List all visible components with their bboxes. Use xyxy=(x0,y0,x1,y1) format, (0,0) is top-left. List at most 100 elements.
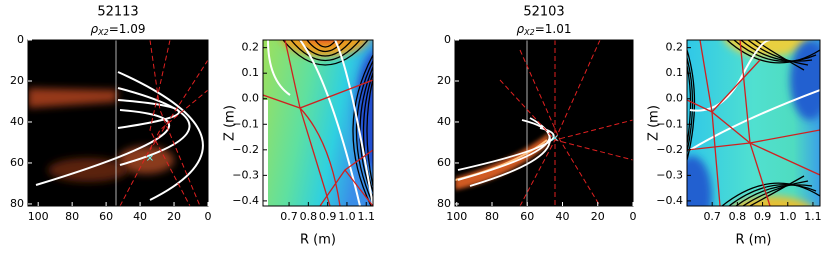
field-line xyxy=(117,99,180,129)
x-tick-label: 80 xyxy=(485,210,499,223)
value: =1.09 xyxy=(109,22,146,36)
plot-area: × xyxy=(28,40,208,206)
separatrix xyxy=(149,40,201,206)
separatrix xyxy=(334,40,373,206)
contour-line xyxy=(314,40,337,48)
y-tick-label: 0.0 xyxy=(242,92,260,105)
y-tick-label: 0.1 xyxy=(666,66,684,79)
x-tick-label: 0.9 xyxy=(754,210,772,223)
x-tick-label: 0.8 xyxy=(300,210,318,223)
field-line xyxy=(469,117,551,187)
flux-line xyxy=(749,142,820,176)
y-tick-label: −0.3 xyxy=(656,168,683,181)
x-tick-label: 1.0 xyxy=(338,210,356,223)
wall xyxy=(263,100,268,206)
separatrix xyxy=(519,119,633,206)
x-tick-label: 0.9 xyxy=(319,210,337,223)
contour-line xyxy=(754,40,805,71)
contour-line xyxy=(687,65,692,145)
x-axis-label: R (m) xyxy=(300,233,336,248)
panel-subtitle: ρX2=1.01 xyxy=(517,22,572,37)
symbol: ρ xyxy=(517,22,525,36)
contour-line xyxy=(290,40,361,62)
x-tick-label: 20 xyxy=(167,210,181,223)
contour-line xyxy=(735,184,813,206)
contour-background xyxy=(263,40,373,206)
x-tick-label: 0.8 xyxy=(729,210,747,223)
contour-line xyxy=(306,40,345,53)
y-axis-label: Z (m) xyxy=(647,105,662,141)
y-tick-label: 80 xyxy=(10,197,24,210)
contour-line xyxy=(740,40,813,62)
contour-line xyxy=(749,175,805,206)
x-tick-label: 0 xyxy=(630,210,637,223)
separatrix xyxy=(554,40,601,141)
panel: 0.7 0.8 0.9 1.0 1.10.20.10.0−0.1−0.2−0.3−0.4… xyxy=(647,39,822,248)
x-tick-label: 1.1 xyxy=(804,210,822,223)
y-tick-label: 40 xyxy=(437,115,451,128)
axes-frame xyxy=(262,39,374,207)
value: =1.01 xyxy=(535,22,572,36)
contour-line xyxy=(282,40,369,66)
contour-fill xyxy=(311,40,339,42)
contour-line xyxy=(728,184,817,206)
panel: × 100 80 60 40 20 0 0 20 40 60 80 52113 ρX2=1.09 xyxy=(10,5,212,224)
flux-line xyxy=(299,107,341,206)
field-line xyxy=(457,127,555,171)
separatrix xyxy=(149,40,191,206)
x-tick-label: 60 xyxy=(99,210,113,223)
contour-fill xyxy=(790,40,820,120)
y-tick-label: 20 xyxy=(10,74,24,87)
x-tick-label: 1.0 xyxy=(779,210,797,223)
contour-fill xyxy=(733,196,811,206)
x-tick-label: 40 xyxy=(556,210,570,223)
contour-line xyxy=(721,182,820,206)
y-tick-label: −0.2 xyxy=(232,143,259,156)
y-tick-label: 20 xyxy=(437,74,451,87)
y-tick-label: −0.3 xyxy=(232,168,259,181)
y-tick-label: −0.1 xyxy=(656,117,683,130)
field-line xyxy=(117,71,204,201)
separatrix xyxy=(519,49,601,206)
y-tick-label: 60 xyxy=(437,156,451,169)
x-tick-label: 80 xyxy=(65,210,79,223)
glow xyxy=(28,88,118,108)
y-tick-label: 0.0 xyxy=(666,92,684,105)
field-line xyxy=(35,109,170,186)
contour-line xyxy=(742,180,809,206)
x-tick-label: 0.7 xyxy=(703,210,721,223)
x-tick-label: 60 xyxy=(520,210,534,223)
y-tick-label: 40 xyxy=(10,115,24,128)
x-tick-label: 0 xyxy=(205,210,212,223)
contour-line xyxy=(726,40,820,64)
x-tick-label: 1.1 xyxy=(357,210,375,223)
y-tick-label: −0.2 xyxy=(656,143,683,156)
y-tick-label: −0.1 xyxy=(232,117,259,130)
separatrix xyxy=(119,89,208,206)
separatrix xyxy=(267,40,291,96)
x-point: × xyxy=(551,133,559,144)
contour-line xyxy=(687,49,696,161)
subscript: X2 xyxy=(97,28,109,37)
x-tick-label: 0.7 xyxy=(280,210,298,223)
glow xyxy=(118,146,174,174)
y-tick-label: 80 xyxy=(437,197,451,210)
x-tick-label: 100 xyxy=(446,210,467,223)
y-tick-label: 0.2 xyxy=(242,41,260,54)
contour-line xyxy=(747,40,809,66)
contour-line xyxy=(366,78,373,187)
contour-line xyxy=(362,72,373,193)
separatrix xyxy=(149,59,208,151)
contour-line xyxy=(355,60,373,205)
plot-area xyxy=(687,40,820,206)
axes-frame xyxy=(686,39,821,207)
y-tick-label: −0.4 xyxy=(656,194,683,207)
contour-line xyxy=(352,54,373,206)
panel: 0.7 0.8 0.9 1.0 1.10.20.10.0−0.1−0.2−0.3−0.4… xyxy=(223,39,375,248)
axes-frame xyxy=(454,39,634,207)
y-tick-label: 0 xyxy=(17,33,24,46)
y-tick-label: 0 xyxy=(444,33,451,46)
separatrix xyxy=(299,40,361,206)
x-tick-label: 100 xyxy=(28,210,49,223)
